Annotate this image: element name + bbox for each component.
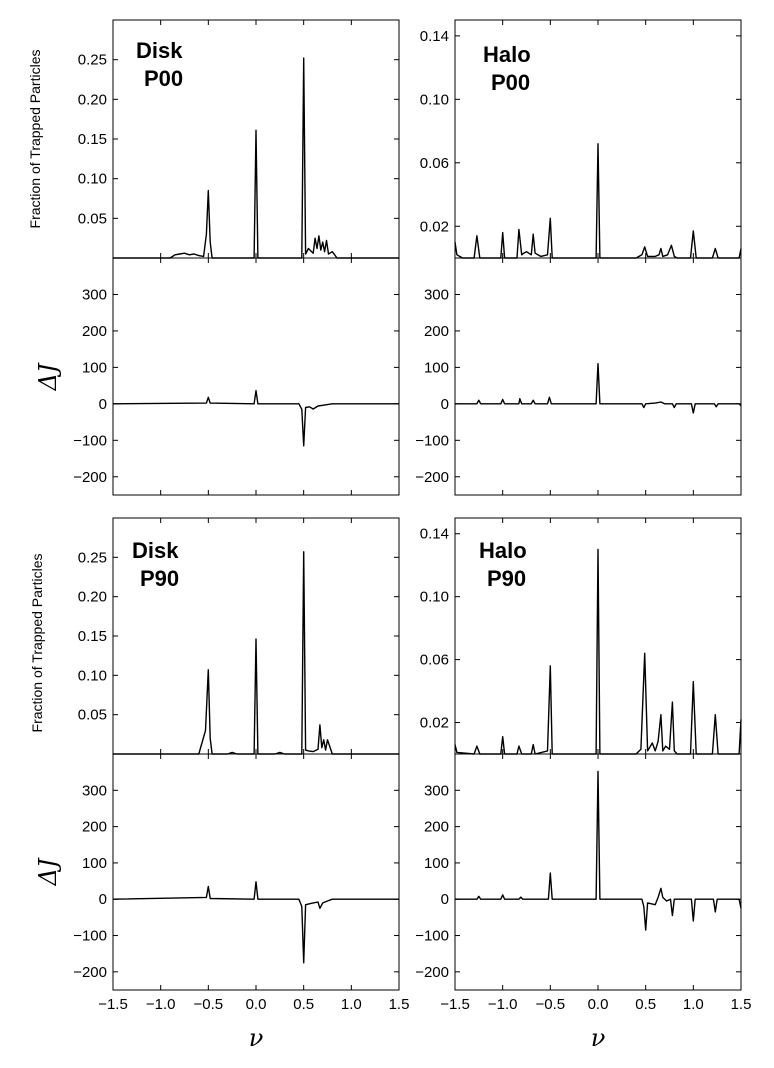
x-tick-label: −0.5	[536, 996, 566, 1013]
x-tick-label: 0.5	[635, 996, 656, 1013]
y-tick-label: 200	[82, 323, 107, 340]
y-tick-label: 100	[424, 359, 449, 376]
x-tick-label: 0.5	[293, 996, 314, 1013]
y-axis-label: Fraction of Trapped Particles	[29, 554, 45, 733]
x-tick-label: 1.0	[683, 996, 704, 1013]
series-line	[454, 548, 742, 755]
series-line	[112, 881, 399, 964]
y-axis-label-deltaj: ΔJ	[34, 362, 62, 391]
panel-label-component: Disk	[136, 38, 183, 63]
panel-label-model: P00	[144, 66, 183, 91]
x-tick-label: 0.0	[588, 996, 609, 1013]
x-tick-label: 1.5	[389, 996, 410, 1013]
y-tick-label: 0.10	[78, 667, 107, 684]
y-tick-label: −200	[73, 964, 107, 981]
series-line	[455, 363, 742, 414]
panel-frame	[112, 753, 400, 991]
y-axis-label: Fraction of Trapped Particles	[27, 50, 43, 229]
y-tick-label: −100	[73, 928, 107, 945]
y-tick-label: 300	[82, 286, 107, 303]
y-tick-label: 0.05	[78, 210, 107, 227]
y-tick-label: 0	[441, 396, 449, 413]
y-tick-label: −200	[415, 469, 449, 486]
y-tick-label: −100	[415, 928, 449, 945]
y-axis-label-deltaj: ΔJ	[34, 857, 62, 886]
y-tick-label: 100	[82, 359, 107, 376]
y-tick-label: −200	[415, 964, 449, 981]
y-tick-label: 0.02	[420, 218, 449, 235]
y-tick-label: 0.10	[78, 171, 107, 188]
y-tick-label: 0.02	[420, 715, 449, 732]
y-tick-label: −100	[73, 432, 107, 449]
y-tick-label: 0.14	[420, 526, 449, 543]
y-tick-label: 0	[441, 891, 449, 908]
y-tick-label: 100	[82, 855, 107, 872]
x-axis-label: ν	[591, 1024, 606, 1052]
y-tick-label: 300	[82, 782, 107, 799]
x-tick-label: −1.5	[98, 996, 128, 1013]
y-tick-label: 300	[424, 286, 449, 303]
y-tick-label: 300	[424, 782, 449, 799]
y-tick-label: −100	[415, 432, 449, 449]
y-tick-label: 200	[424, 323, 449, 340]
y-tick-label: −200	[73, 469, 107, 486]
x-tick-label: −1.0	[488, 996, 518, 1013]
x-axis-label: ν	[249, 1024, 264, 1052]
x-tick-label: −1.5	[440, 996, 470, 1013]
y-tick-label: 0	[99, 891, 107, 908]
panel-label-component: Halo	[479, 538, 527, 563]
panel-label-model: P90	[140, 566, 179, 591]
y-tick-label: 0.14	[420, 28, 449, 45]
panel-label-component: Disk	[132, 538, 179, 563]
y-tick-label: 0.25	[78, 52, 107, 69]
y-tick-label: 0.05	[78, 707, 107, 724]
panel-frame	[112, 257, 400, 496]
y-tick-label: 0.25	[78, 549, 107, 566]
series-line	[455, 770, 742, 931]
x-tick-label: −1.0	[146, 996, 176, 1013]
y-tick-label: 200	[424, 819, 449, 836]
panel-label-model: P00	[491, 70, 530, 95]
panel-label-model: P90	[487, 566, 526, 591]
x-tick-label: 1.5	[731, 996, 752, 1013]
x-tick-label: 0.0	[246, 996, 267, 1013]
y-tick-label: 0.10	[420, 589, 449, 606]
y-tick-label: 0.15	[78, 628, 107, 645]
y-tick-label: 0	[99, 396, 107, 413]
y-tick-label: 0.06	[420, 155, 449, 172]
y-tick-label: 200	[82, 819, 107, 836]
y-tick-label: 0.06	[420, 652, 449, 669]
y-tick-label: 0.15	[78, 131, 107, 148]
series-line	[113, 551, 399, 755]
panel-label-component: Halo	[483, 42, 531, 67]
x-tick-label: 1.0	[341, 996, 362, 1013]
series-line	[112, 390, 399, 447]
y-tick-label: 0.20	[78, 589, 107, 606]
y-tick-label: 0.10	[420, 91, 449, 108]
series-line	[454, 143, 742, 259]
x-tick-label: −0.5	[194, 996, 224, 1013]
y-tick-label: 100	[424, 855, 449, 872]
y-tick-label: 0.20	[78, 91, 107, 108]
